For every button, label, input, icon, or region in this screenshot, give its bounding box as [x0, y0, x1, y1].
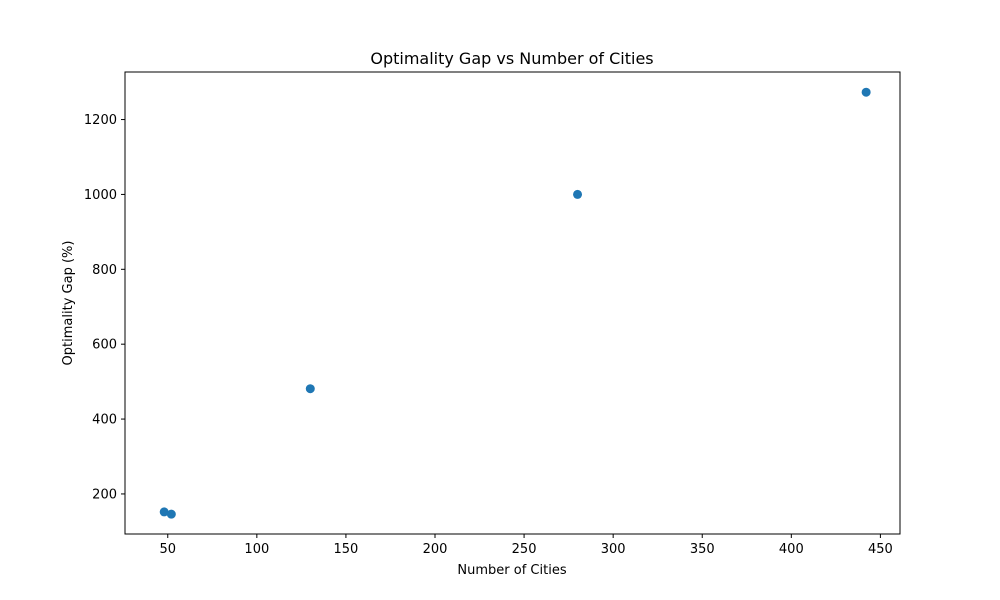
y-axis-label: Optimality Gap (%) — [61, 241, 76, 366]
chart-title: Optimality Gap vs Number of Cities — [370, 49, 653, 68]
y-tick-label: 800 — [92, 263, 117, 278]
y-tick-label: 600 — [92, 338, 117, 353]
x-tick-label: 50 — [159, 542, 176, 557]
x-tick-label: 400 — [779, 542, 804, 557]
data-point — [159, 507, 169, 517]
x-tick-label: 350 — [690, 542, 715, 557]
x-tick-label: 200 — [423, 542, 448, 557]
x-tick-label: 300 — [601, 542, 626, 557]
data-point — [861, 87, 871, 97]
plot-area: 50 100 150 200 250 300 350 400 450 200 400 600 800 1… — [84, 71, 901, 557]
x-tick-label: 100 — [244, 542, 269, 557]
data-points — [159, 87, 871, 519]
y-tick-label: 1000 — [84, 188, 117, 203]
y-tick-label: 400 — [92, 413, 117, 428]
data-point — [305, 384, 315, 394]
x-tick-label: 250 — [512, 542, 537, 557]
y-tick-label: 1200 — [84, 113, 117, 128]
x-tick-label: 450 — [868, 542, 893, 557]
x-axis-ticks: 50 100 150 200 250 300 350 400 450 — [159, 534, 893, 557]
x-tick-label: 150 — [334, 542, 359, 557]
y-tick-label: 200 — [92, 487, 117, 502]
plot-frame — [124, 71, 901, 535]
data-point — [573, 189, 583, 199]
x-axis-label: Number of Cities — [457, 563, 566, 578]
y-axis-ticks: 200 400 600 800 1000 1200 — [84, 113, 125, 502]
data-point — [166, 509, 176, 519]
